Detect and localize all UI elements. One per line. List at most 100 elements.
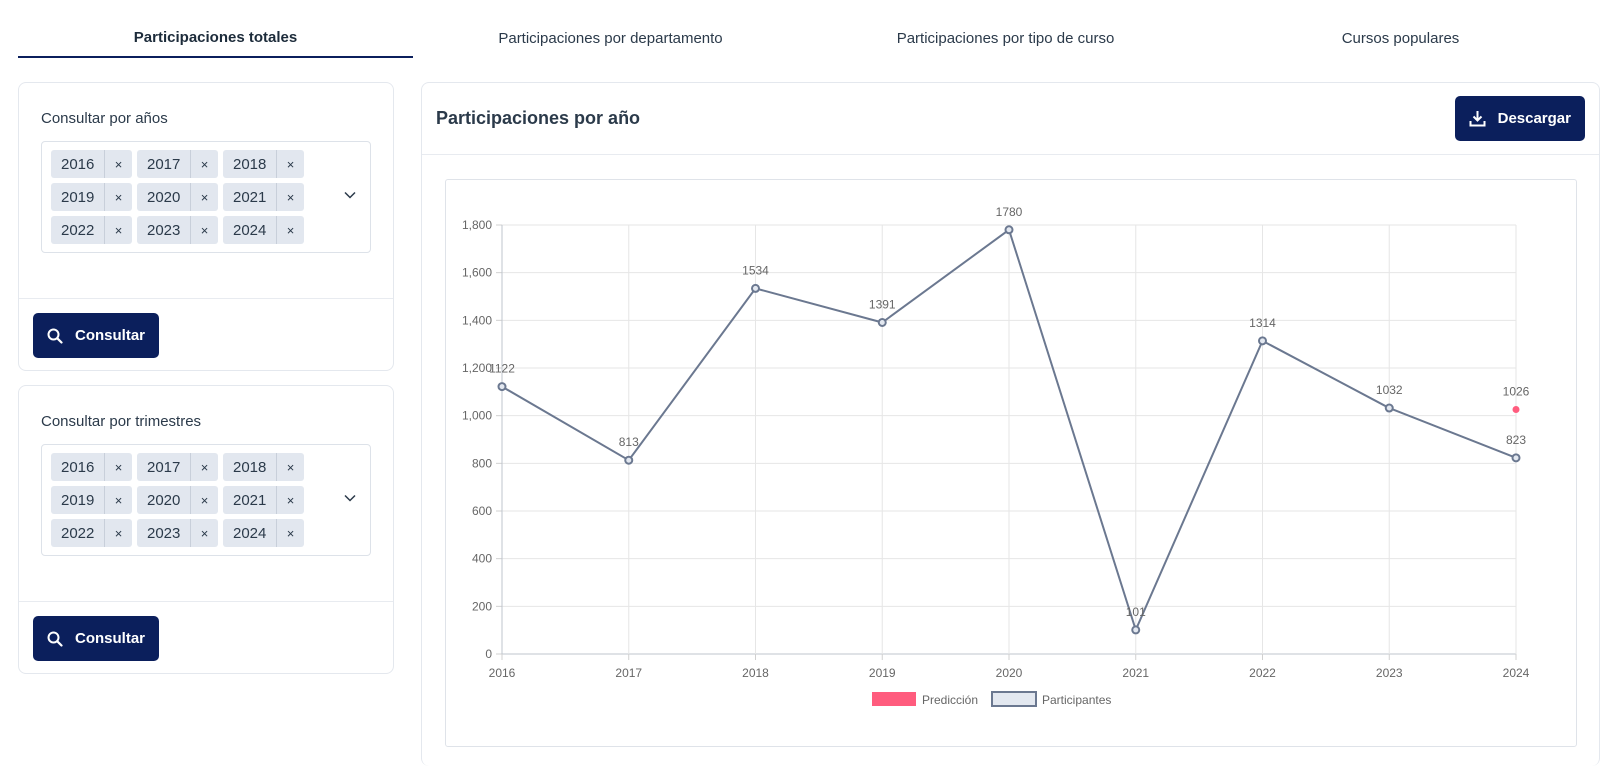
remove-chip-icon[interactable]: × xyxy=(104,183,132,211)
remove-chip-icon[interactable]: × xyxy=(276,486,304,514)
year-chip-label: 2024 xyxy=(233,524,267,542)
data-label: 1032 xyxy=(1376,383,1403,397)
download-label: Descargar xyxy=(1497,110,1571,127)
y-tick-label: 400 xyxy=(472,552,492,566)
remove-chip-icon[interactable]: × xyxy=(190,486,218,514)
x-tick-label: 2019 xyxy=(869,666,896,680)
data-point xyxy=(1511,453,1521,463)
year-chip-label: 2023 xyxy=(147,524,181,542)
year-chip-label: 2019 xyxy=(61,491,95,509)
year-chip: 2019 × xyxy=(51,183,132,211)
remove-chip-icon[interactable]: × xyxy=(104,486,132,514)
quarter-multiselect[interactable]: 2016 × 2017 × 2018 × 2019 × 2020 × 2021 × 2022 × 2023 ×… xyxy=(41,444,371,556)
prediction-label: 1026 xyxy=(1503,384,1530,398)
year-chip: 2020 × xyxy=(137,486,218,514)
quarter-filter-footer: Consultar xyxy=(19,602,393,675)
quarter-filter-body: Consultar por trimestres 2016 × 2017 × 2018 ×… xyxy=(19,386,393,602)
year-chip-list: 2016 × 2017 × 2018 × 2019 × 2020 × 2021 × 2022 × 2023 ×… xyxy=(51,150,311,249)
year-chip-label: 2018 xyxy=(233,458,267,476)
year-chip-label: 2019 xyxy=(61,188,95,206)
year-chip: 2023 × xyxy=(137,519,218,547)
legend-swatch-participantes xyxy=(991,691,1037,707)
y-tick-label: 200 xyxy=(472,599,492,613)
search-icon xyxy=(47,328,63,344)
year-filter-footer: Consultar xyxy=(19,299,393,372)
tab-participaciones-por-tipo-de-curso[interactable]: Participaciones por tipo de curso xyxy=(896,29,1115,47)
year-chip: 2023 × xyxy=(137,216,218,244)
tab-participaciones-por-departamento[interactable]: Participaciones por departamento xyxy=(498,29,723,47)
consultar-years-label: Consultar xyxy=(75,327,146,344)
data-label: 101 xyxy=(1126,605,1146,619)
chart-panel: Participaciones por año Descargar 0 200 40… xyxy=(421,82,1600,766)
tab-cursos-populares[interactable]: Cursos populares xyxy=(1341,29,1460,47)
legend-label-participantes: Participantes xyxy=(1042,693,1111,707)
prediction-point xyxy=(1512,405,1520,413)
chart-container: 0 200 400 600 800 1,000 1,200 1,400 1,600 1,800 20… xyxy=(445,179,1577,747)
data-label: 1391 xyxy=(869,297,896,311)
remove-chip-icon[interactable]: × xyxy=(104,519,132,547)
year-chip-label: 2022 xyxy=(61,221,95,239)
y-tick-label: 1,800 xyxy=(462,218,492,232)
remove-chip-icon[interactable]: × xyxy=(190,150,218,178)
chart-panel-title: Participaciones por año xyxy=(436,108,641,128)
consultar-years-button[interactable]: Consultar xyxy=(33,313,160,358)
x-tick-label: 2020 xyxy=(996,666,1023,680)
remove-chip-icon[interactable]: × xyxy=(190,216,218,244)
year-multiselect[interactable]: 2016 × 2017 × 2018 × 2019 × 2020 × 2021 × 2022 × 2023 ×… xyxy=(41,141,371,253)
year-chip: 2018 × xyxy=(223,150,304,178)
y-tick-label: 1,600 xyxy=(462,266,492,280)
download-button[interactable]: Descargar xyxy=(1454,96,1585,141)
data-point xyxy=(1258,336,1267,346)
remove-chip-icon[interactable]: × xyxy=(104,216,132,244)
year-chip-label: 2024 xyxy=(233,221,267,239)
year-chip-label: 2018 xyxy=(233,155,267,173)
y-tick-label: 600 xyxy=(472,504,492,518)
year-chip: 2022 × xyxy=(51,216,132,244)
data-label: 1122 xyxy=(489,362,515,376)
y-tick-label: 800 xyxy=(472,456,492,470)
year-chip-label: 2016 xyxy=(61,458,95,476)
data-point xyxy=(751,283,760,293)
remove-chip-icon[interactable]: × xyxy=(276,216,304,244)
data-point xyxy=(877,317,887,327)
year-chip: 2016 × xyxy=(51,453,132,481)
data-label: 1534 xyxy=(742,263,769,277)
year-chip-label: 2023 xyxy=(147,221,181,239)
data-label: 813 xyxy=(619,435,639,449)
year-chip: 2021 × xyxy=(223,183,304,211)
data-point xyxy=(1004,225,1014,235)
x-tick-label: 2022 xyxy=(1249,666,1276,680)
x-tick-label: 2016 xyxy=(489,666,516,680)
year-chip-label: 2017 xyxy=(147,458,181,476)
remove-chip-icon[interactable]: × xyxy=(276,453,304,481)
data-point xyxy=(1384,403,1394,413)
year-chip-label: 2017 xyxy=(147,155,181,173)
x-tick-label: 2024 xyxy=(1503,666,1530,680)
remove-chip-icon[interactable]: × xyxy=(190,453,218,481)
chart-panel-header: Participaciones por año Descargar xyxy=(422,83,1599,155)
consultar-quarters-button[interactable]: Consultar xyxy=(33,616,160,661)
x-tick-label: 2023 xyxy=(1376,666,1403,680)
year-chip: 2016 × xyxy=(51,150,132,178)
remove-chip-icon[interactable]: × xyxy=(104,150,132,178)
remove-chip-icon[interactable]: × xyxy=(276,150,304,178)
y-tick-label: 1,000 xyxy=(462,409,492,423)
remove-chip-icon[interactable]: × xyxy=(276,519,304,547)
remove-chip-icon[interactable]: × xyxy=(276,183,304,211)
year-filter-body: Consultar por años 2016 × 2017 × 2018 × 2019 × 2… xyxy=(19,83,393,299)
x-tick-label: 2021 xyxy=(1122,666,1149,680)
tab-participaciones-totales[interactable]: Participaciones totales xyxy=(18,18,413,58)
x-tick-label: 2017 xyxy=(615,666,642,680)
line-chart: 0 200 400 600 800 1,000 1,200 1,400 1,600 1,800 20… xyxy=(462,205,1530,707)
remove-chip-icon[interactable]: × xyxy=(104,453,132,481)
chevron-down-icon[interactable] xyxy=(344,189,356,201)
remove-chip-icon[interactable]: × xyxy=(190,519,218,547)
chevron-down-icon[interactable] xyxy=(344,492,356,504)
legend-swatch-prediccion xyxy=(872,692,916,706)
y-tick-label: 0 xyxy=(485,647,492,661)
year-chip-label: 2016 xyxy=(61,155,95,173)
year-chip: 2022 × xyxy=(51,519,132,547)
y-tick-label: 1,200 xyxy=(462,361,492,375)
year-chip: 2017 × xyxy=(137,453,218,481)
remove-chip-icon[interactable]: × xyxy=(190,183,218,211)
